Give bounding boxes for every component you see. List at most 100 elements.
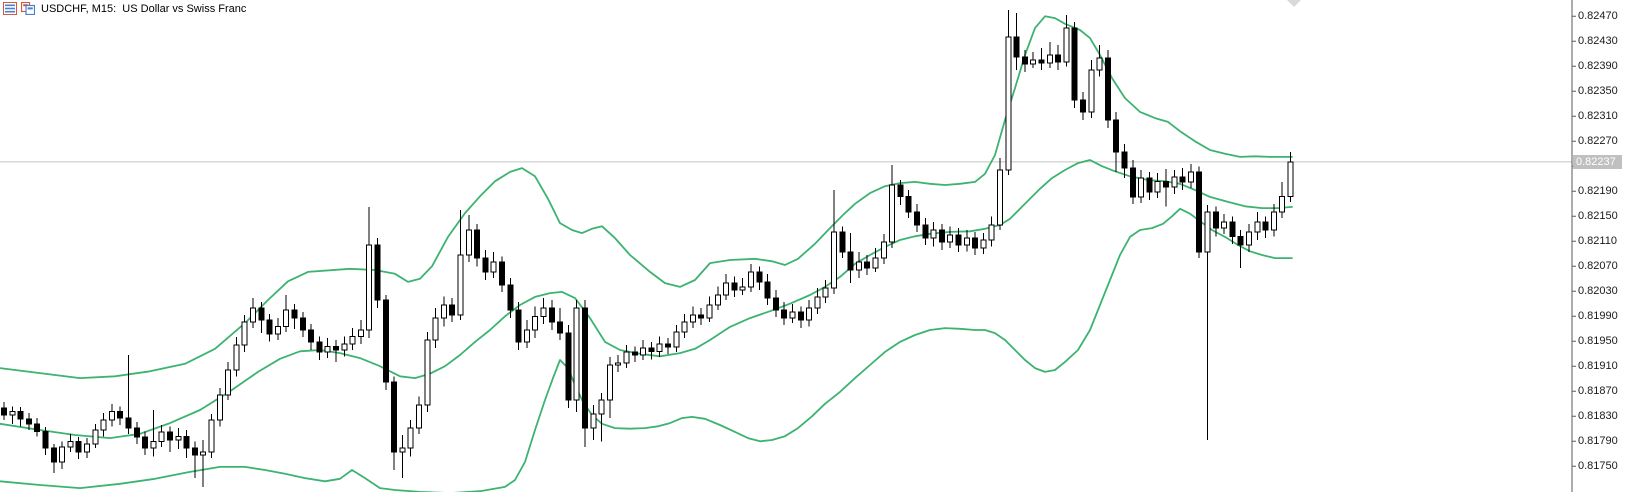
candle [341,336,348,357]
candle [17,406,24,427]
candle [1204,205,1211,440]
candle [922,218,929,245]
candle [980,233,987,254]
candle [523,320,530,349]
chart-window-icon [20,1,36,16]
candle [532,306,539,339]
candle [291,303,298,329]
candle [997,158,1003,230]
candle [764,273,771,305]
candle [1154,173,1161,199]
candle [1179,168,1186,190]
candle [449,298,456,322]
candle [424,331,431,412]
candle [905,190,912,219]
candle [100,413,107,437]
candle [274,318,281,340]
candle [731,276,738,297]
candle [366,206,373,339]
candle [59,441,66,469]
candle [507,278,514,319]
candle [1270,203,1277,237]
candle [34,418,41,437]
candle [914,203,920,232]
candle [864,255,871,275]
candle [167,426,173,452]
candle [648,341,655,360]
candle [872,248,879,272]
candle [806,300,813,327]
candle [225,361,232,400]
candle [1221,213,1228,234]
candle [797,306,804,329]
candle [972,231,979,255]
candle [416,396,422,434]
candle [1171,170,1178,194]
candle [407,420,414,457]
candle [789,303,796,324]
candle [1262,216,1269,239]
candle [432,308,439,349]
candle [640,340,647,360]
candle [681,313,688,339]
candle [200,440,207,487]
candle [208,413,215,459]
chart-title-bar: USDCHF, M15: US Dollar vs Swiss Franc [3,1,246,16]
chart-shift-marker-icon[interactable] [1287,0,1301,7]
candle [1187,163,1194,189]
candle [92,423,99,449]
candle [1,401,7,420]
candle [1287,151,1294,202]
candle [241,315,248,352]
candle [1046,41,1053,69]
candle [482,250,489,280]
candle [673,325,680,352]
candle [988,216,995,247]
candle [615,355,622,372]
candle [1146,171,1153,200]
candle [266,313,273,342]
candle [1212,206,1219,237]
candle [515,301,522,350]
candle [1080,91,1086,120]
candle [897,180,904,205]
candle [183,430,190,459]
candle [391,376,398,470]
candle [665,338,671,354]
candle [756,266,763,290]
candle [557,308,564,340]
candle [748,263,754,292]
candle [963,230,970,252]
candle [108,403,115,427]
candle [1113,111,1120,172]
candle [1088,60,1095,119]
candle [150,410,157,457]
candle [1229,216,1236,244]
candle [714,286,721,310]
bollinger-upper-band[interactable] [0,15,1293,380]
candle [216,388,223,427]
candle [598,393,605,442]
candle [772,290,779,317]
candle [548,300,555,330]
candle [1055,45,1062,70]
candle [723,273,730,300]
candle [1071,21,1078,109]
candle [814,288,821,314]
candle [698,308,705,325]
bollinger-lower-band[interactable] [0,207,1293,492]
candle [1196,166,1203,259]
candle [1104,50,1111,129]
candle [582,300,588,447]
candle [175,428,182,449]
candle [565,325,572,409]
candle [1279,181,1286,219]
bollinger-middle-band[interactable] [0,159,1293,440]
candle [855,251,862,279]
candle [374,238,381,309]
candle [689,306,696,329]
candle [316,336,323,360]
candle [590,405,597,440]
